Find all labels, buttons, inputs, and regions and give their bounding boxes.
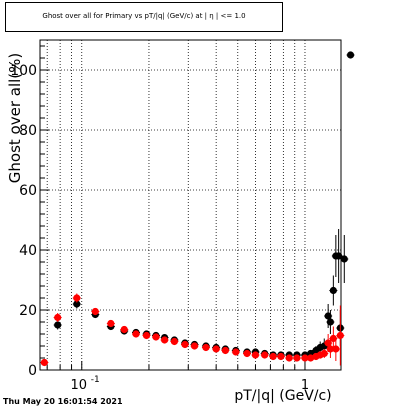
footer-timestamp: Thu May 20 16:01:54 2021 — [3, 397, 123, 406]
x-tick-label-exponent: -1 — [91, 375, 100, 385]
data-point — [54, 321, 62, 329]
data-point — [190, 342, 199, 350]
data-point — [326, 345, 335, 353]
data-point — [329, 334, 337, 343]
data-point — [335, 252, 343, 260]
data-point — [132, 330, 140, 338]
data-point — [142, 331, 151, 340]
data-point — [120, 325, 128, 334]
red-series — [40, 293, 345, 367]
data-point — [73, 294, 81, 302]
data-point — [336, 331, 344, 340]
data-point — [326, 318, 335, 326]
data-point — [269, 352, 277, 361]
data-point — [346, 51, 355, 59]
y-tick-label: 60 — [19, 183, 37, 199]
data-point — [301, 354, 309, 362]
plot-frame — [39, 39, 342, 371]
data-points — [40, 51, 355, 367]
data-point — [320, 349, 328, 358]
data-point — [160, 336, 169, 344]
data-point — [329, 286, 337, 295]
data-point — [181, 340, 189, 349]
data-point — [251, 351, 260, 359]
data-point — [285, 354, 293, 362]
data-point — [340, 255, 348, 263]
data-point — [107, 319, 115, 328]
data-point — [221, 346, 229, 355]
chart-title: Ghost over all for Primary vs pT/|q| (Ge… — [42, 12, 246, 20]
data-point — [91, 307, 99, 316]
data-point — [54, 313, 62, 322]
data-point — [293, 354, 301, 362]
data-point — [73, 300, 81, 308]
y-tick-label: 80 — [19, 123, 37, 139]
y-tick-label: 40 — [19, 243, 37, 259]
data-point — [243, 349, 251, 358]
x-tick-label: 10 — [70, 378, 87, 393]
data-point — [170, 337, 178, 346]
data-point — [277, 352, 285, 361]
data-point — [332, 345, 340, 353]
data-point — [152, 333, 160, 341]
data-point — [232, 348, 240, 356]
y-tick-label: 100 — [10, 63, 37, 79]
x-tick-label: 1 — [301, 378, 309, 393]
data-point — [261, 351, 269, 359]
data-point — [40, 358, 48, 367]
grid — [40, 40, 341, 370]
y-axis-label: Ghost over all(%) — [6, 53, 24, 183]
data-point — [202, 343, 210, 352]
x-axis-label: pT/|q| (GeV/c) — [234, 388, 331, 404]
data-point — [212, 345, 220, 353]
chart-title-box: Ghost over all for Primary vs pT/|q| (Ge… — [5, 2, 283, 32]
y-tick-label: 0 — [28, 363, 37, 379]
y-tick-label: 20 — [19, 303, 37, 319]
